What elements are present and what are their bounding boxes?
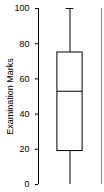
svg-text:Examination Marks: Examination Marks (5, 58, 15, 135)
svg-text:80: 80 (19, 39, 29, 49)
svg-text:100: 100 (14, 3, 29, 13)
svg-text:20: 20 (19, 144, 29, 154)
svg-text:60: 60 (19, 74, 29, 84)
svg-text:40: 40 (19, 109, 29, 119)
svg-text:0: 0 (24, 179, 29, 189)
